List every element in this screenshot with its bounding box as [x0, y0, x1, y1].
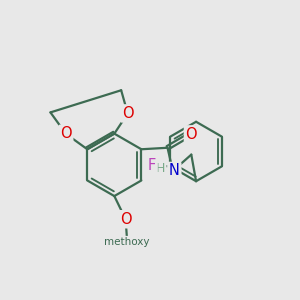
Text: methoxy: methoxy [104, 237, 150, 247]
Text: O: O [122, 106, 134, 121]
Text: N: N [169, 164, 180, 178]
Text: F: F [148, 158, 156, 173]
Text: O: O [120, 212, 131, 227]
Text: H: H [156, 162, 165, 175]
Text: O: O [185, 127, 197, 142]
Text: O: O [60, 126, 72, 141]
